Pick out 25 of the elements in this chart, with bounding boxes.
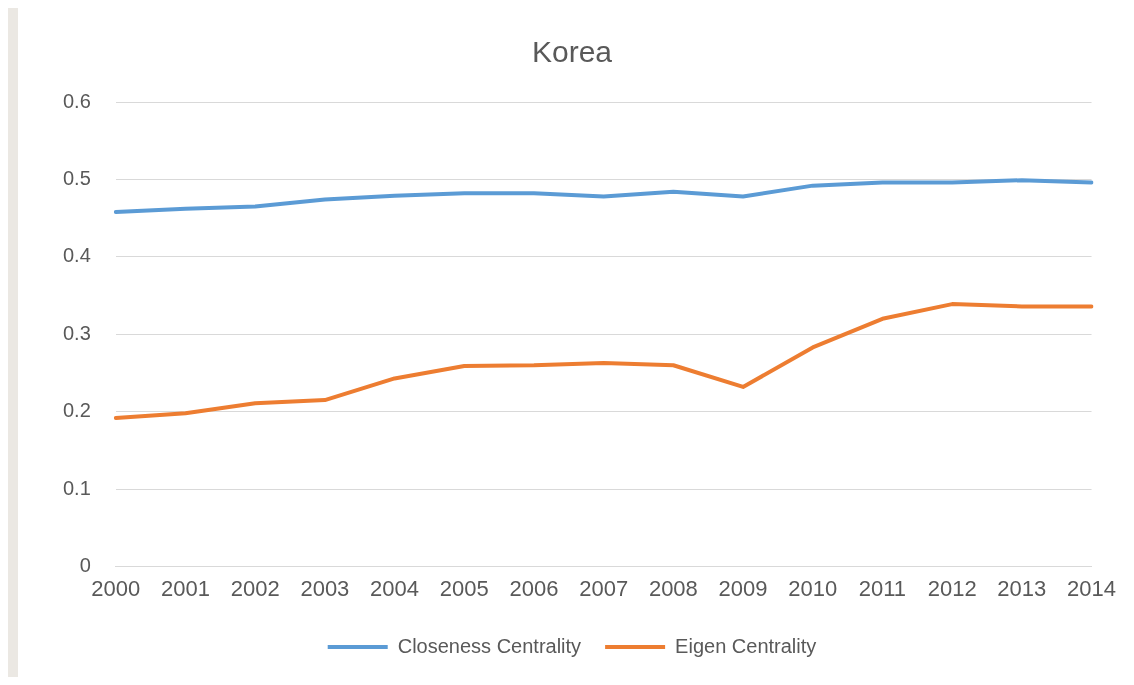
y-tick-label: 0	[79, 554, 91, 577]
y-tick-label: 0.3	[62, 321, 91, 344]
x-tick-label: 2008	[648, 575, 698, 601]
y-tick-label: 0.4	[62, 244, 91, 267]
x-tick-label: 2013	[997, 575, 1047, 601]
x-tick-label: 2002	[230, 575, 280, 601]
legend-label: Eigen Centrality	[675, 634, 817, 657]
legend-label: Closeness Centrality	[397, 634, 582, 657]
x-tick-label: 2000	[91, 575, 141, 601]
x-tick-label: 2005	[439, 575, 489, 601]
x-tick-label: 2001	[161, 575, 210, 601]
y-tick-label: 0.5	[62, 166, 91, 189]
x-tick-label: 2007	[579, 575, 629, 601]
x-tick-label: 2004	[370, 575, 420, 601]
x-tick-label: 2003	[300, 575, 350, 601]
x-tick-label: 2009	[718, 575, 768, 601]
x-tick-label: 2010	[788, 575, 838, 601]
y-tick-label: 0.2	[62, 399, 91, 422]
x-tick-label: 2012	[927, 575, 977, 601]
chart-title: Korea	[531, 35, 613, 69]
x-tick-label: 2014	[1067, 575, 1117, 601]
y-tick-label: 0.6	[62, 89, 91, 112]
x-tick-label: 2011	[858, 575, 907, 601]
x-tick-label: 2006	[509, 575, 559, 601]
y-tick-label: 0.1	[62, 476, 91, 499]
